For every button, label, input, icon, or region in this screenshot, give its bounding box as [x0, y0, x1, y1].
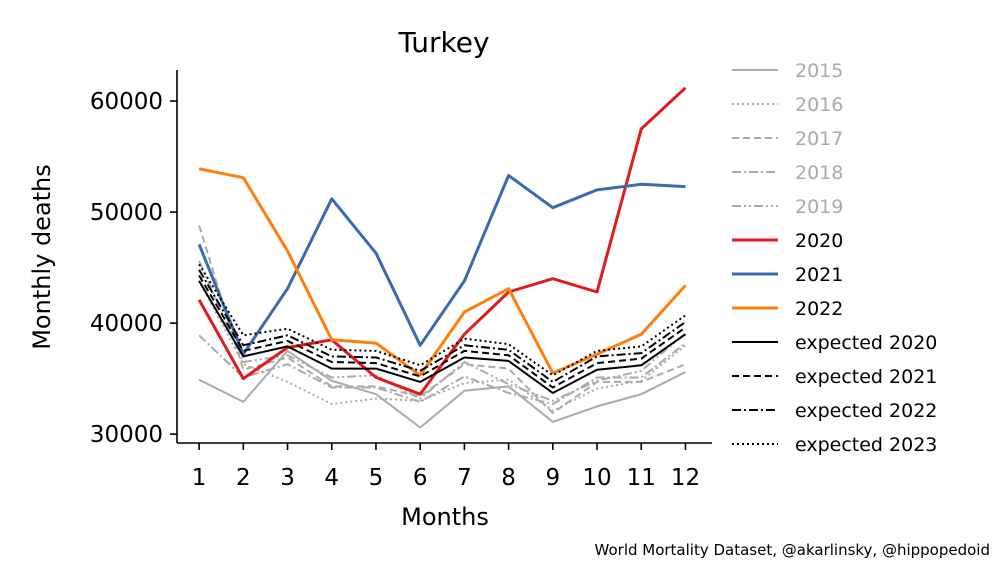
x-tick-label: 3: [280, 465, 295, 491]
legend-label-2021: 2021: [795, 264, 843, 286]
plot-lines: [197, 86, 687, 429]
series-line-2021: [197, 174, 686, 356]
series-line-expected-2022: [198, 269, 687, 383]
x-tick-label: 8: [501, 465, 516, 491]
series-line-2019: [198, 260, 687, 402]
legend-label-2017: 2017: [795, 128, 843, 150]
x-tick-label: 9: [546, 465, 561, 491]
x-ticks: 1 2 3 4 5 6 7 8 9 10 11 12: [192, 443, 700, 491]
x-tick-label: 12: [671, 465, 700, 491]
series-line-expected-2021: [198, 274, 687, 389]
x-axis-label: Months: [401, 503, 489, 531]
y-axis-label: Monthly deaths: [28, 164, 56, 350]
legend-label-expected-2020: expected 2020: [795, 332, 937, 354]
series-line-expected-2023: [198, 263, 687, 377]
legend-label-expected-2022: expected 2022: [795, 400, 937, 422]
legend-label-2016: 2016: [795, 94, 843, 116]
legend: 2015 2016 2017 2018 2019 2020 2021 2022 expected…: [732, 60, 937, 456]
y-tick-label: 60000: [90, 89, 163, 115]
chart-title: Turkey: [397, 26, 489, 59]
legend-label-2019: 2019: [795, 196, 843, 218]
x-tick-label: 6: [413, 465, 428, 491]
series-line-expected-2020: [198, 280, 687, 394]
legend-label-2018: 2018: [795, 162, 843, 184]
legend-label-expected-2021: expected 2021: [795, 366, 937, 388]
legend-label-expected-2023: expected 2023: [795, 434, 937, 456]
x-tick-label: 5: [369, 465, 384, 491]
y-ticks: 30000 40000 50000 60000: [90, 89, 177, 448]
y-tick-label: 50000: [90, 200, 163, 226]
x-tick-label: 2: [236, 465, 251, 491]
x-tick-label: 10: [582, 465, 611, 491]
x-tick-label: 1: [192, 465, 207, 491]
legend-label-2022: 2022: [795, 298, 843, 320]
series-line-2018: [198, 334, 687, 406]
y-tick-label: 30000: [90, 422, 163, 448]
x-tick-label: 11: [627, 465, 656, 491]
series-line-2017: [198, 225, 686, 414]
legend-label-2015: 2015: [795, 60, 843, 82]
legend-label-2020: 2020: [795, 230, 843, 252]
y-tick-label: 40000: [90, 311, 163, 337]
x-tick-label: 4: [324, 465, 339, 491]
credit-text: World Mortality Dataset, @akarlinsky, @h…: [595, 541, 990, 559]
x-tick-label: 7: [457, 465, 472, 491]
